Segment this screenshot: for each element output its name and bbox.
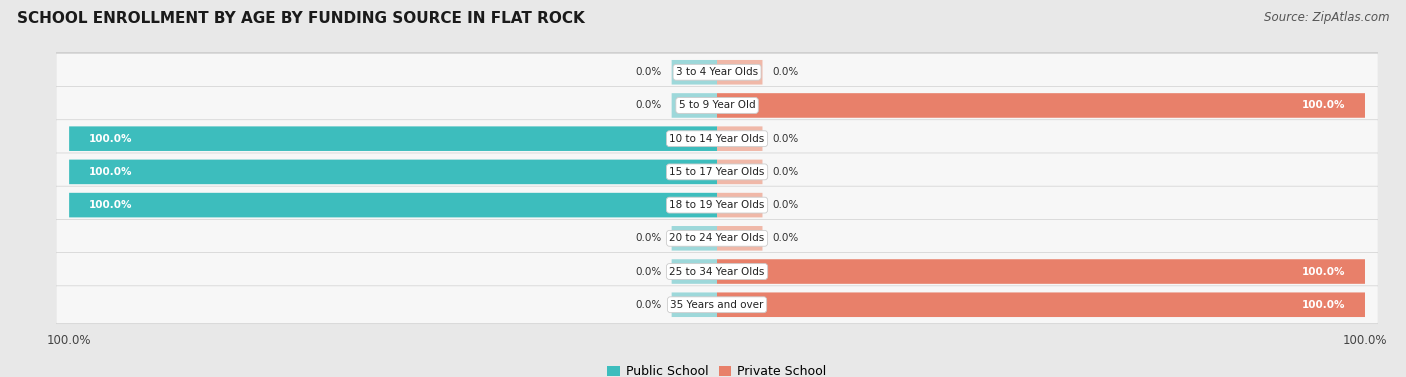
- FancyBboxPatch shape: [56, 186, 1378, 224]
- Text: 20 to 24 Year Olds: 20 to 24 Year Olds: [669, 233, 765, 243]
- FancyBboxPatch shape: [56, 87, 1378, 124]
- Text: 0.0%: 0.0%: [772, 200, 799, 210]
- Text: 35 Years and over: 35 Years and over: [671, 300, 763, 310]
- FancyBboxPatch shape: [672, 293, 717, 317]
- Text: 15 to 17 Year Olds: 15 to 17 Year Olds: [669, 167, 765, 177]
- FancyBboxPatch shape: [717, 60, 762, 84]
- Text: 0.0%: 0.0%: [636, 67, 662, 77]
- FancyBboxPatch shape: [672, 259, 717, 284]
- Text: 18 to 19 Year Olds: 18 to 19 Year Olds: [669, 200, 765, 210]
- FancyBboxPatch shape: [69, 193, 717, 218]
- Text: 0.0%: 0.0%: [636, 233, 662, 243]
- Text: 0.0%: 0.0%: [636, 100, 662, 110]
- FancyBboxPatch shape: [69, 126, 717, 151]
- FancyBboxPatch shape: [717, 193, 762, 218]
- FancyBboxPatch shape: [56, 153, 1378, 191]
- Text: 100.0%: 100.0%: [1302, 100, 1346, 110]
- Text: 100.0%: 100.0%: [1302, 300, 1346, 310]
- FancyBboxPatch shape: [717, 226, 762, 251]
- Text: 100.0%: 100.0%: [1302, 267, 1346, 277]
- FancyBboxPatch shape: [717, 159, 762, 184]
- Text: 0.0%: 0.0%: [636, 300, 662, 310]
- Text: 100.0%: 100.0%: [89, 167, 132, 177]
- FancyBboxPatch shape: [672, 60, 717, 84]
- Text: 5 to 9 Year Old: 5 to 9 Year Old: [679, 100, 755, 110]
- Text: 3 to 4 Year Olds: 3 to 4 Year Olds: [676, 67, 758, 77]
- Text: 0.0%: 0.0%: [772, 233, 799, 243]
- FancyBboxPatch shape: [672, 226, 717, 251]
- Text: 100.0%: 100.0%: [89, 200, 132, 210]
- Text: Source: ZipAtlas.com: Source: ZipAtlas.com: [1264, 11, 1389, 24]
- FancyBboxPatch shape: [56, 53, 1378, 91]
- Text: 0.0%: 0.0%: [772, 67, 799, 77]
- Text: 0.0%: 0.0%: [772, 134, 799, 144]
- FancyBboxPatch shape: [56, 286, 1378, 324]
- FancyBboxPatch shape: [717, 293, 1365, 317]
- Text: 0.0%: 0.0%: [636, 267, 662, 277]
- Text: 25 to 34 Year Olds: 25 to 34 Year Olds: [669, 267, 765, 277]
- Text: SCHOOL ENROLLMENT BY AGE BY FUNDING SOURCE IN FLAT ROCK: SCHOOL ENROLLMENT BY AGE BY FUNDING SOUR…: [17, 11, 585, 26]
- Legend: Public School, Private School: Public School, Private School: [602, 360, 832, 377]
- FancyBboxPatch shape: [56, 219, 1378, 257]
- FancyBboxPatch shape: [672, 93, 717, 118]
- FancyBboxPatch shape: [717, 126, 762, 151]
- FancyBboxPatch shape: [717, 93, 1365, 118]
- FancyBboxPatch shape: [717, 259, 1365, 284]
- Text: 100.0%: 100.0%: [89, 134, 132, 144]
- Text: 0.0%: 0.0%: [772, 167, 799, 177]
- FancyBboxPatch shape: [56, 253, 1378, 290]
- FancyBboxPatch shape: [56, 120, 1378, 158]
- Text: 10 to 14 Year Olds: 10 to 14 Year Olds: [669, 134, 765, 144]
- FancyBboxPatch shape: [69, 159, 717, 184]
